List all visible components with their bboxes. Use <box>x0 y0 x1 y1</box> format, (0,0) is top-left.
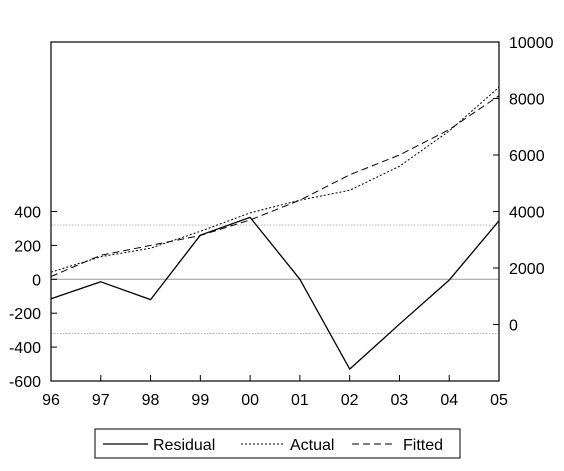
reference-lines <box>51 224 499 334</box>
x-tick-label: 99 <box>191 392 209 409</box>
right-tick-label: 0 <box>509 318 518 335</box>
series-group <box>50 86 500 370</box>
right-tick-label: 10000 <box>509 35 554 52</box>
right-axis: 10000 8000 6000 4000 2000 0 <box>493 35 554 335</box>
series-line-fitted <box>50 95 500 277</box>
plot-frame <box>50 41 500 382</box>
x-tick-label: 98 <box>142 392 160 409</box>
x-tick-label: 04 <box>440 392 458 409</box>
legend-label-residual: Residual <box>153 437 215 454</box>
series-line-residual <box>50 216 500 370</box>
x-tick-label: 03 <box>391 392 409 409</box>
x-axis: 96 97 98 99 00 01 02 03 04 05 <box>42 375 508 409</box>
left-tick-label: 400 <box>14 205 41 222</box>
x-tick-label: 01 <box>291 392 309 409</box>
left-tick-label: 200 <box>14 238 41 255</box>
left-tick-label: 0 <box>32 272 41 289</box>
right-tick-label: 4000 <box>509 205 545 222</box>
x-tick-label: 00 <box>241 392 259 409</box>
series-line-actual <box>50 86 500 273</box>
x-tick-label: 05 <box>490 392 508 409</box>
x-tick-label: 97 <box>92 392 110 409</box>
legend: Residual Actual Fitted <box>94 428 461 459</box>
left-tick-label: -200 <box>9 306 41 323</box>
right-tick-label: 6000 <box>509 148 545 165</box>
right-tick-label: 2000 <box>509 261 545 278</box>
left-tick-label: -600 <box>9 374 41 391</box>
x-tick-label: 96 <box>42 392 60 409</box>
right-tick-label: 8000 <box>509 92 545 109</box>
x-tick-label: 02 <box>341 392 359 409</box>
left-axis: 400 200 0 -200 -400 -600 <box>9 205 57 391</box>
left-tick-label: -400 <box>9 340 41 357</box>
legend-label-actual: Actual <box>290 437 334 454</box>
legend-label-fitted: Fitted <box>403 437 443 454</box>
